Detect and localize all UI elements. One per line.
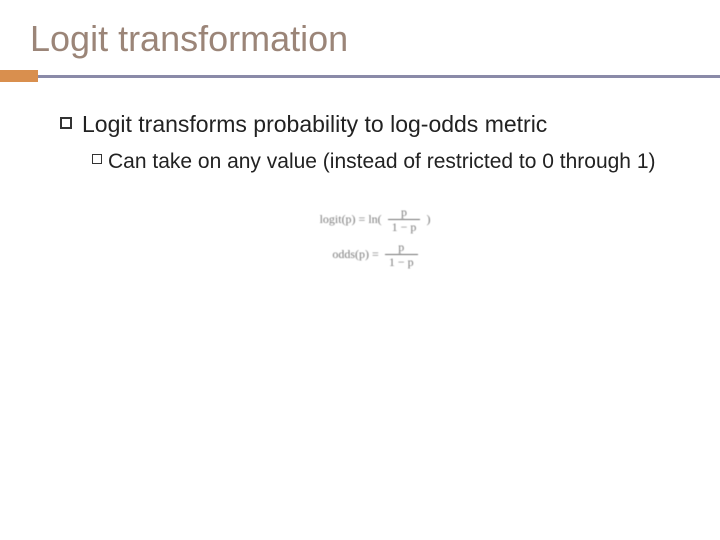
square-bullet-icon	[92, 154, 102, 164]
accent-block	[0, 70, 38, 82]
slide-title: Logit transformation	[0, 0, 720, 70]
formula-rhs: )	[426, 212, 430, 227]
fraction-numerator: p	[397, 206, 411, 219]
content-area: Logit transforms probability to log-odds…	[0, 82, 720, 268]
fraction: p 1 − p	[385, 241, 418, 268]
fraction-denominator: 1 − p	[388, 219, 421, 233]
square-bullet-icon	[60, 117, 72, 129]
title-divider	[0, 70, 720, 82]
divider-line	[38, 75, 720, 78]
formula-odds: odds(p) = p 1 − p	[60, 241, 690, 268]
fraction: p 1 − p	[388, 206, 421, 233]
formula-lhs: odds(p) =	[332, 247, 378, 262]
fraction-numerator: p	[394, 241, 408, 254]
formula-lhs: logit(p) = ln(	[320, 212, 382, 227]
bullet-1-text: Logit transforms probability to log-odds…	[82, 110, 547, 140]
sub-bullet-1-text: Can take on any value (instead of restri…	[108, 148, 656, 176]
formula-logit: logit(p) = ln( p 1 − p )	[60, 206, 690, 233]
sub-bullet-1: Can take on any value (instead of restri…	[60, 148, 690, 176]
formula-block: logit(p) = ln( p 1 − p ) odds(p) = p 1 −…	[60, 206, 690, 268]
fraction-denominator: 1 − p	[385, 254, 418, 268]
bullet-1: Logit transforms probability to log-odds…	[60, 110, 690, 140]
